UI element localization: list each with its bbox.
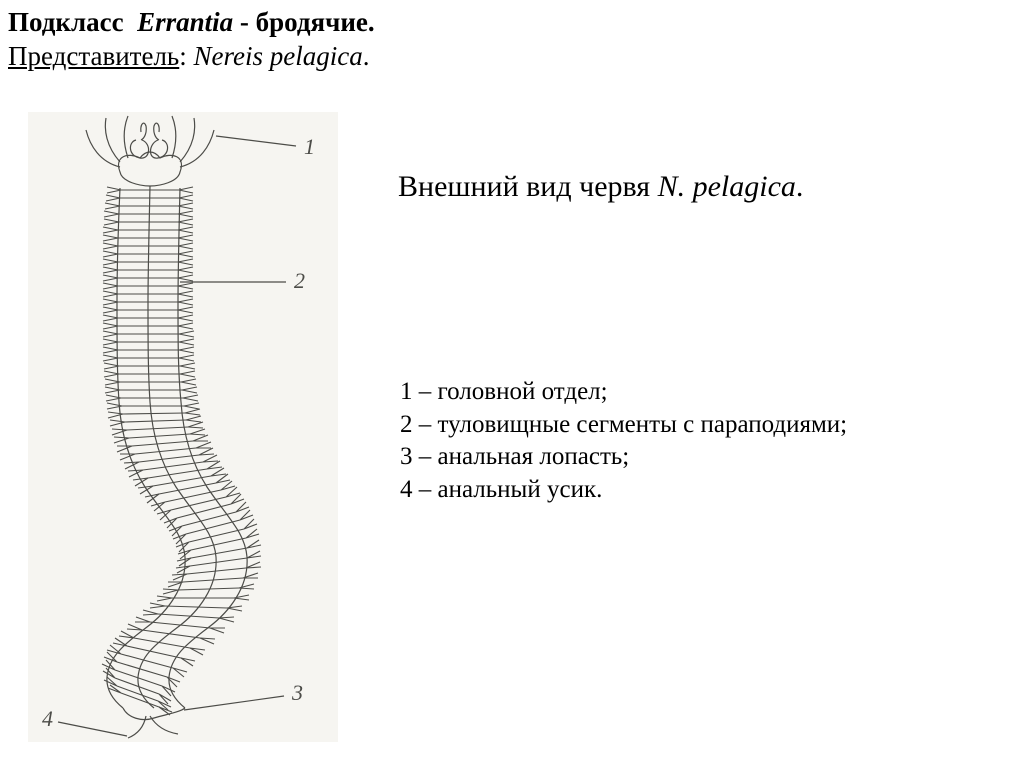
figure-label-3: 3 xyxy=(291,680,303,705)
caption-species: N. pelagica xyxy=(658,170,796,203)
legend: 1 – головной отдел; 2 – туловищные сегме… xyxy=(400,376,847,506)
representative-label: Представитель xyxy=(8,41,179,71)
representative-name: Nereis pelagica xyxy=(194,41,363,71)
legend-item-4: 4 – анальный усик. xyxy=(400,474,847,507)
subclass-name: Errantia xyxy=(137,7,233,37)
subclass-desc: - бродячие. xyxy=(233,7,375,37)
rep-end: . xyxy=(363,41,370,71)
segments xyxy=(102,187,261,715)
legend-item-2: 2 – туловищные сегменты с параподиями; xyxy=(400,409,847,442)
worm-svg: 1 2 3 4 xyxy=(28,112,338,742)
header-line-2: Представитель: Nereis pelagica. xyxy=(8,40,375,74)
figure-label-1: 1 xyxy=(304,134,315,159)
figure-label-4: 4 xyxy=(42,706,53,731)
legend-item-1: 1 – головной отдел; xyxy=(400,376,847,409)
figure-caption: Внешний вид червя N. pelagica. xyxy=(398,170,803,204)
subclass-label: Подкласс xyxy=(8,7,124,37)
head-region xyxy=(86,116,214,186)
legend-item-3: 3 – анальная лопасть; xyxy=(400,441,847,474)
caption-prefix: Внешний вид червя xyxy=(398,170,658,203)
worm-figure: 1 2 3 4 xyxy=(28,112,338,742)
rep-sep: : xyxy=(179,41,193,71)
page: Подкласс Errantia - бродячие. Представит… xyxy=(0,0,1024,767)
caption-suffix: . xyxy=(796,170,804,203)
figure-label-2: 2 xyxy=(294,268,305,293)
header-line-1: Подкласс Errantia - бродячие. xyxy=(8,6,375,40)
header-block: Подкласс Errantia - бродячие. Представит… xyxy=(8,6,375,74)
